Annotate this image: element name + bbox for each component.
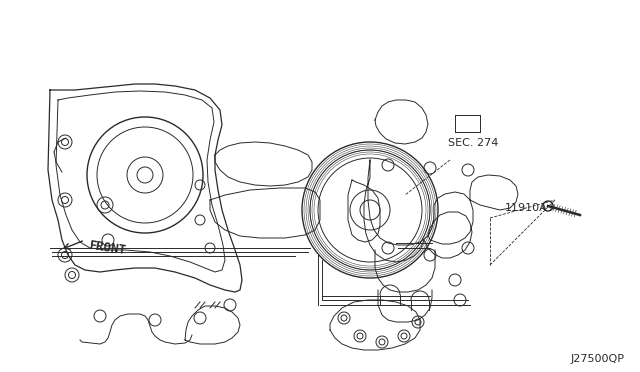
Text: J27500QP: J27500QP	[571, 354, 625, 364]
Text: SEC. 274: SEC. 274	[448, 138, 499, 148]
Text: FRONT: FRONT	[88, 239, 127, 257]
Text: 11910A: 11910A	[505, 203, 548, 213]
